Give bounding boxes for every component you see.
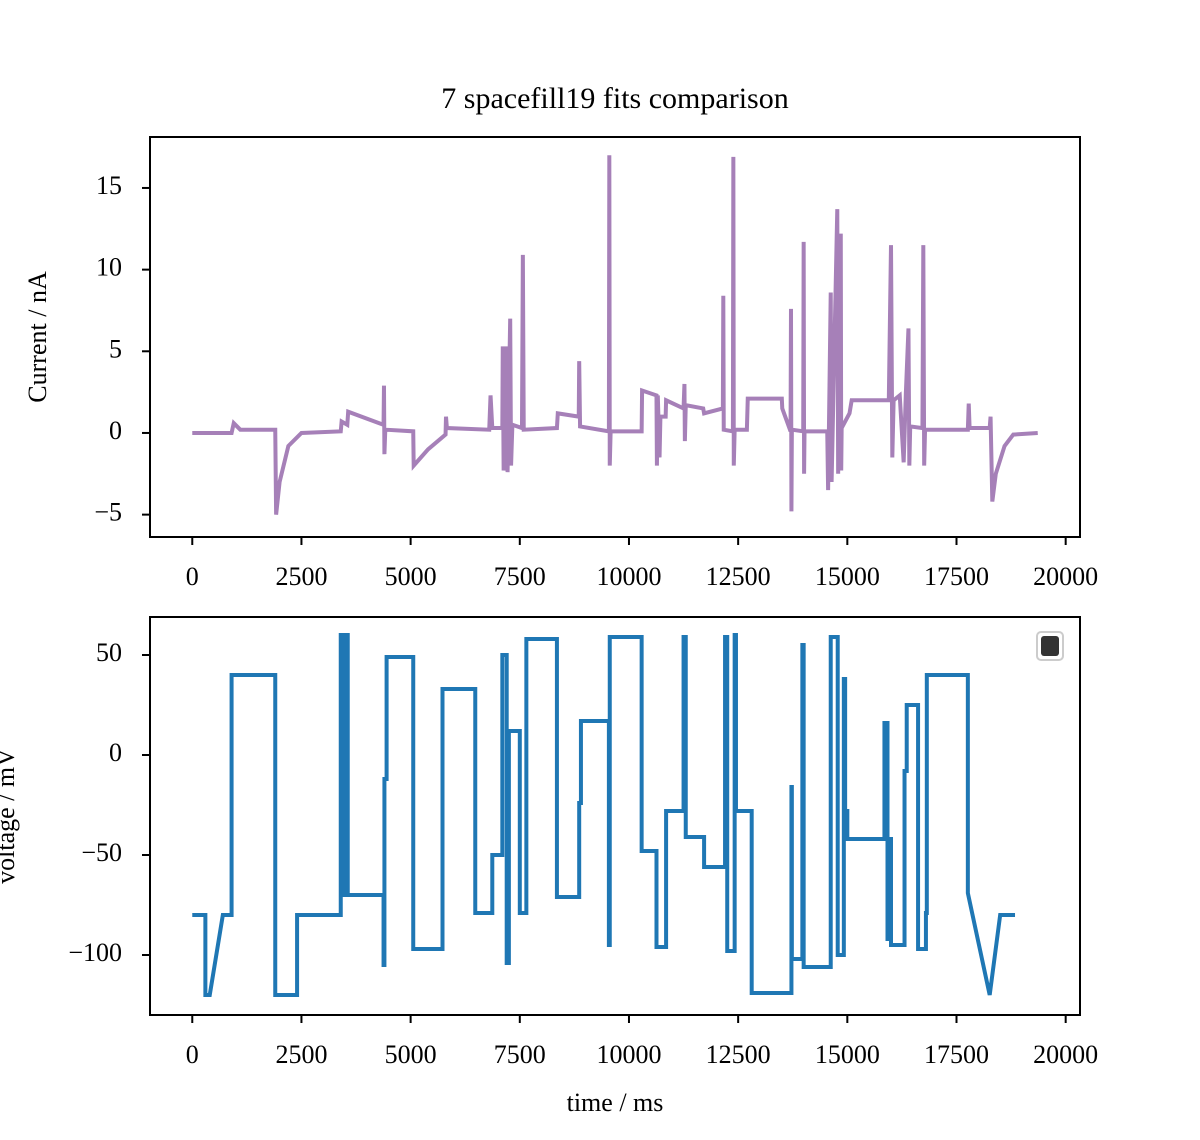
y-tick-label: −100 — [68, 938, 122, 967]
x-tick-label: 5000 — [385, 1040, 437, 1069]
legend-swatch — [1041, 636, 1059, 656]
x-tick-label: 7500 — [494, 562, 546, 591]
data-line — [192, 155, 1038, 515]
y-axis-label: voltage / mV — [0, 748, 20, 884]
x-tick-label: 10000 — [596, 1040, 661, 1069]
axes-frame — [149, 136, 1081, 538]
y-axis-label: Current / nA — [23, 271, 52, 403]
x-tick-label: 7500 — [494, 1040, 546, 1069]
y-tick-label: 15 — [96, 171, 122, 200]
x-tick-label: 20000 — [1033, 562, 1098, 591]
x-tick-label: 12500 — [706, 1040, 771, 1069]
y-tick-label: 0 — [109, 738, 122, 767]
x-tick-label: 0 — [186, 562, 199, 591]
x-tick-label: 17500 — [924, 1040, 989, 1069]
x-tick-label: 5000 — [385, 562, 437, 591]
y-tick-label: 5 — [109, 334, 122, 363]
data-line — [192, 633, 1016, 997]
y-tick-label: 50 — [96, 638, 122, 667]
y-tick-label: 0 — [109, 416, 122, 445]
y-tick-label: −5 — [94, 498, 122, 527]
x-tick-label: 2500 — [275, 1040, 327, 1069]
x-tick-label: 10000 — [596, 562, 661, 591]
chart-title: 7 spacefill19 fits comparison — [441, 82, 788, 115]
axes-frame — [149, 616, 1081, 1016]
x-tick-label: 12500 — [706, 562, 771, 591]
y-tick-label: 10 — [96, 253, 122, 282]
x-axis-label: time / ms — [567, 1088, 664, 1117]
x-tick-label: 20000 — [1033, 1040, 1098, 1069]
y-tick-label: −50 — [81, 838, 122, 867]
x-tick-label: 2500 — [275, 562, 327, 591]
x-tick-label: 15000 — [815, 1040, 880, 1069]
x-tick-label: 17500 — [924, 562, 989, 591]
x-tick-label: 15000 — [815, 562, 880, 591]
x-tick-label: 0 — [186, 1040, 199, 1069]
